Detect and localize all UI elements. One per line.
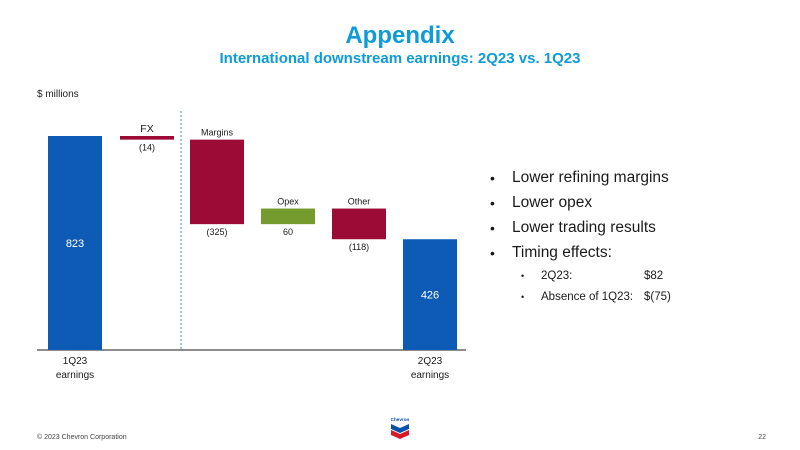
bar-1q23-earnings: [48, 136, 102, 350]
copyright: © 2023 Chevron Corporation: [37, 434, 127, 441]
bar-other: [332, 208, 386, 240]
category-label-opex: Opex: [277, 197, 299, 207]
data-label-other: (118): [349, 242, 369, 252]
chevron-logo: Chevron: [391, 417, 410, 439]
category-label-margins: Margins: [201, 128, 234, 138]
page-title: Appendix: [345, 22, 455, 49]
data-label-opex: 60: [283, 227, 293, 237]
category-label-2q23-earnings-line2: earnings: [411, 370, 449, 381]
unit-label: $ millions: [37, 89, 79, 100]
bullet-item: • Timing effects:: [490, 243, 612, 261]
data-label-fx: (14): [139, 143, 155, 153]
data-label-1q23-earnings: 823: [66, 238, 84, 250]
bar-margins: [190, 139, 244, 225]
bullet-item: • Lower opex: [490, 193, 593, 211]
category-label-1q23-earnings-line2: earnings: [56, 370, 94, 381]
data-label-margins: (325): [206, 227, 227, 237]
bullet-item: • Lower trading results: [490, 218, 656, 236]
sub-bullet-item: • 2Q23: $82: [521, 269, 664, 282]
category-label-2q23-earnings: 2Q23: [418, 356, 443, 367]
category-label-fx: FX: [140, 123, 153, 135]
bar-fx: [120, 136, 174, 140]
bar-2q23-earnings: [403, 239, 457, 350]
category-label-1q23-earnings: 1Q23: [63, 356, 88, 367]
bullet-list: • Lower refining margins • Lower opex • Low…: [490, 165, 790, 307]
sub-bullet-item: • Absence of 1Q23: $(75): [521, 290, 671, 303]
data-label-2q23-earnings: 426: [421, 290, 439, 302]
bullet-item: • Lower refining margins: [490, 168, 669, 186]
logo-text: Chevron: [391, 417, 410, 422]
page-number: 22: [758, 434, 766, 441]
bar-opex: [261, 208, 315, 225]
category-label-other: Other: [348, 197, 371, 207]
page-subtitle: International downstream earnings: 2Q23 …: [219, 50, 581, 67]
